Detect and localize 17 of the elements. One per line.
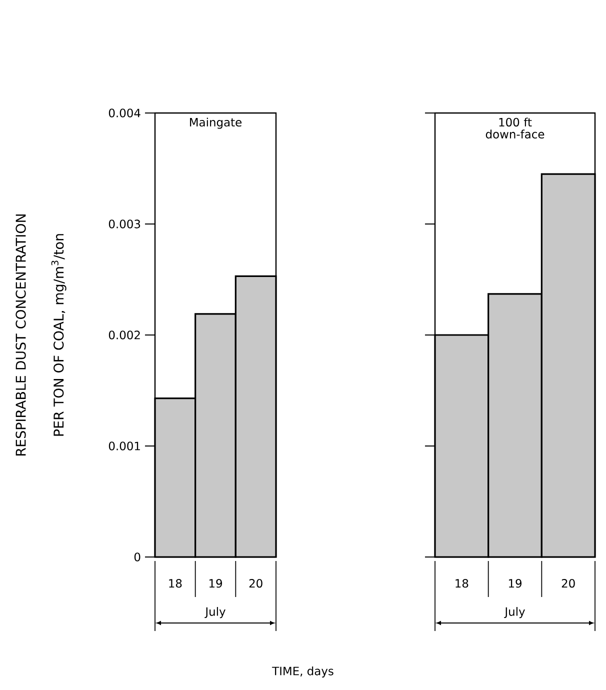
text: TIME, days bbox=[272, 666, 334, 678]
x-tick-label: 20 bbox=[562, 579, 575, 588]
x-tick-label: 18 bbox=[456, 579, 468, 588]
y-tick-label: 0.003 bbox=[108, 220, 140, 228]
text: RESPIRABLE DUST CONCENTRATION PER TON OF COAL, mg/m$^{3}$/ton bbox=[16, 214, 66, 456]
x-tick-label: 18 bbox=[169, 579, 182, 588]
x-tick-label: 19 bbox=[508, 579, 522, 588]
x-axis-title: July bbox=[504, 607, 525, 618]
y-tick-label: 0.002 bbox=[108, 330, 140, 340]
x-tick-label: 20 bbox=[249, 579, 262, 588]
text: 100 ft down-face bbox=[486, 118, 544, 139]
y-tick-label: 0.001 bbox=[108, 442, 140, 450]
x-axis-title: July bbox=[204, 607, 226, 618]
x-tick-label: 19 bbox=[209, 579, 222, 588]
y-tick-label: 0.004 bbox=[108, 108, 140, 118]
chart-title: Maingate bbox=[190, 118, 242, 129]
y-tick-label: 0 bbox=[134, 552, 140, 562]
